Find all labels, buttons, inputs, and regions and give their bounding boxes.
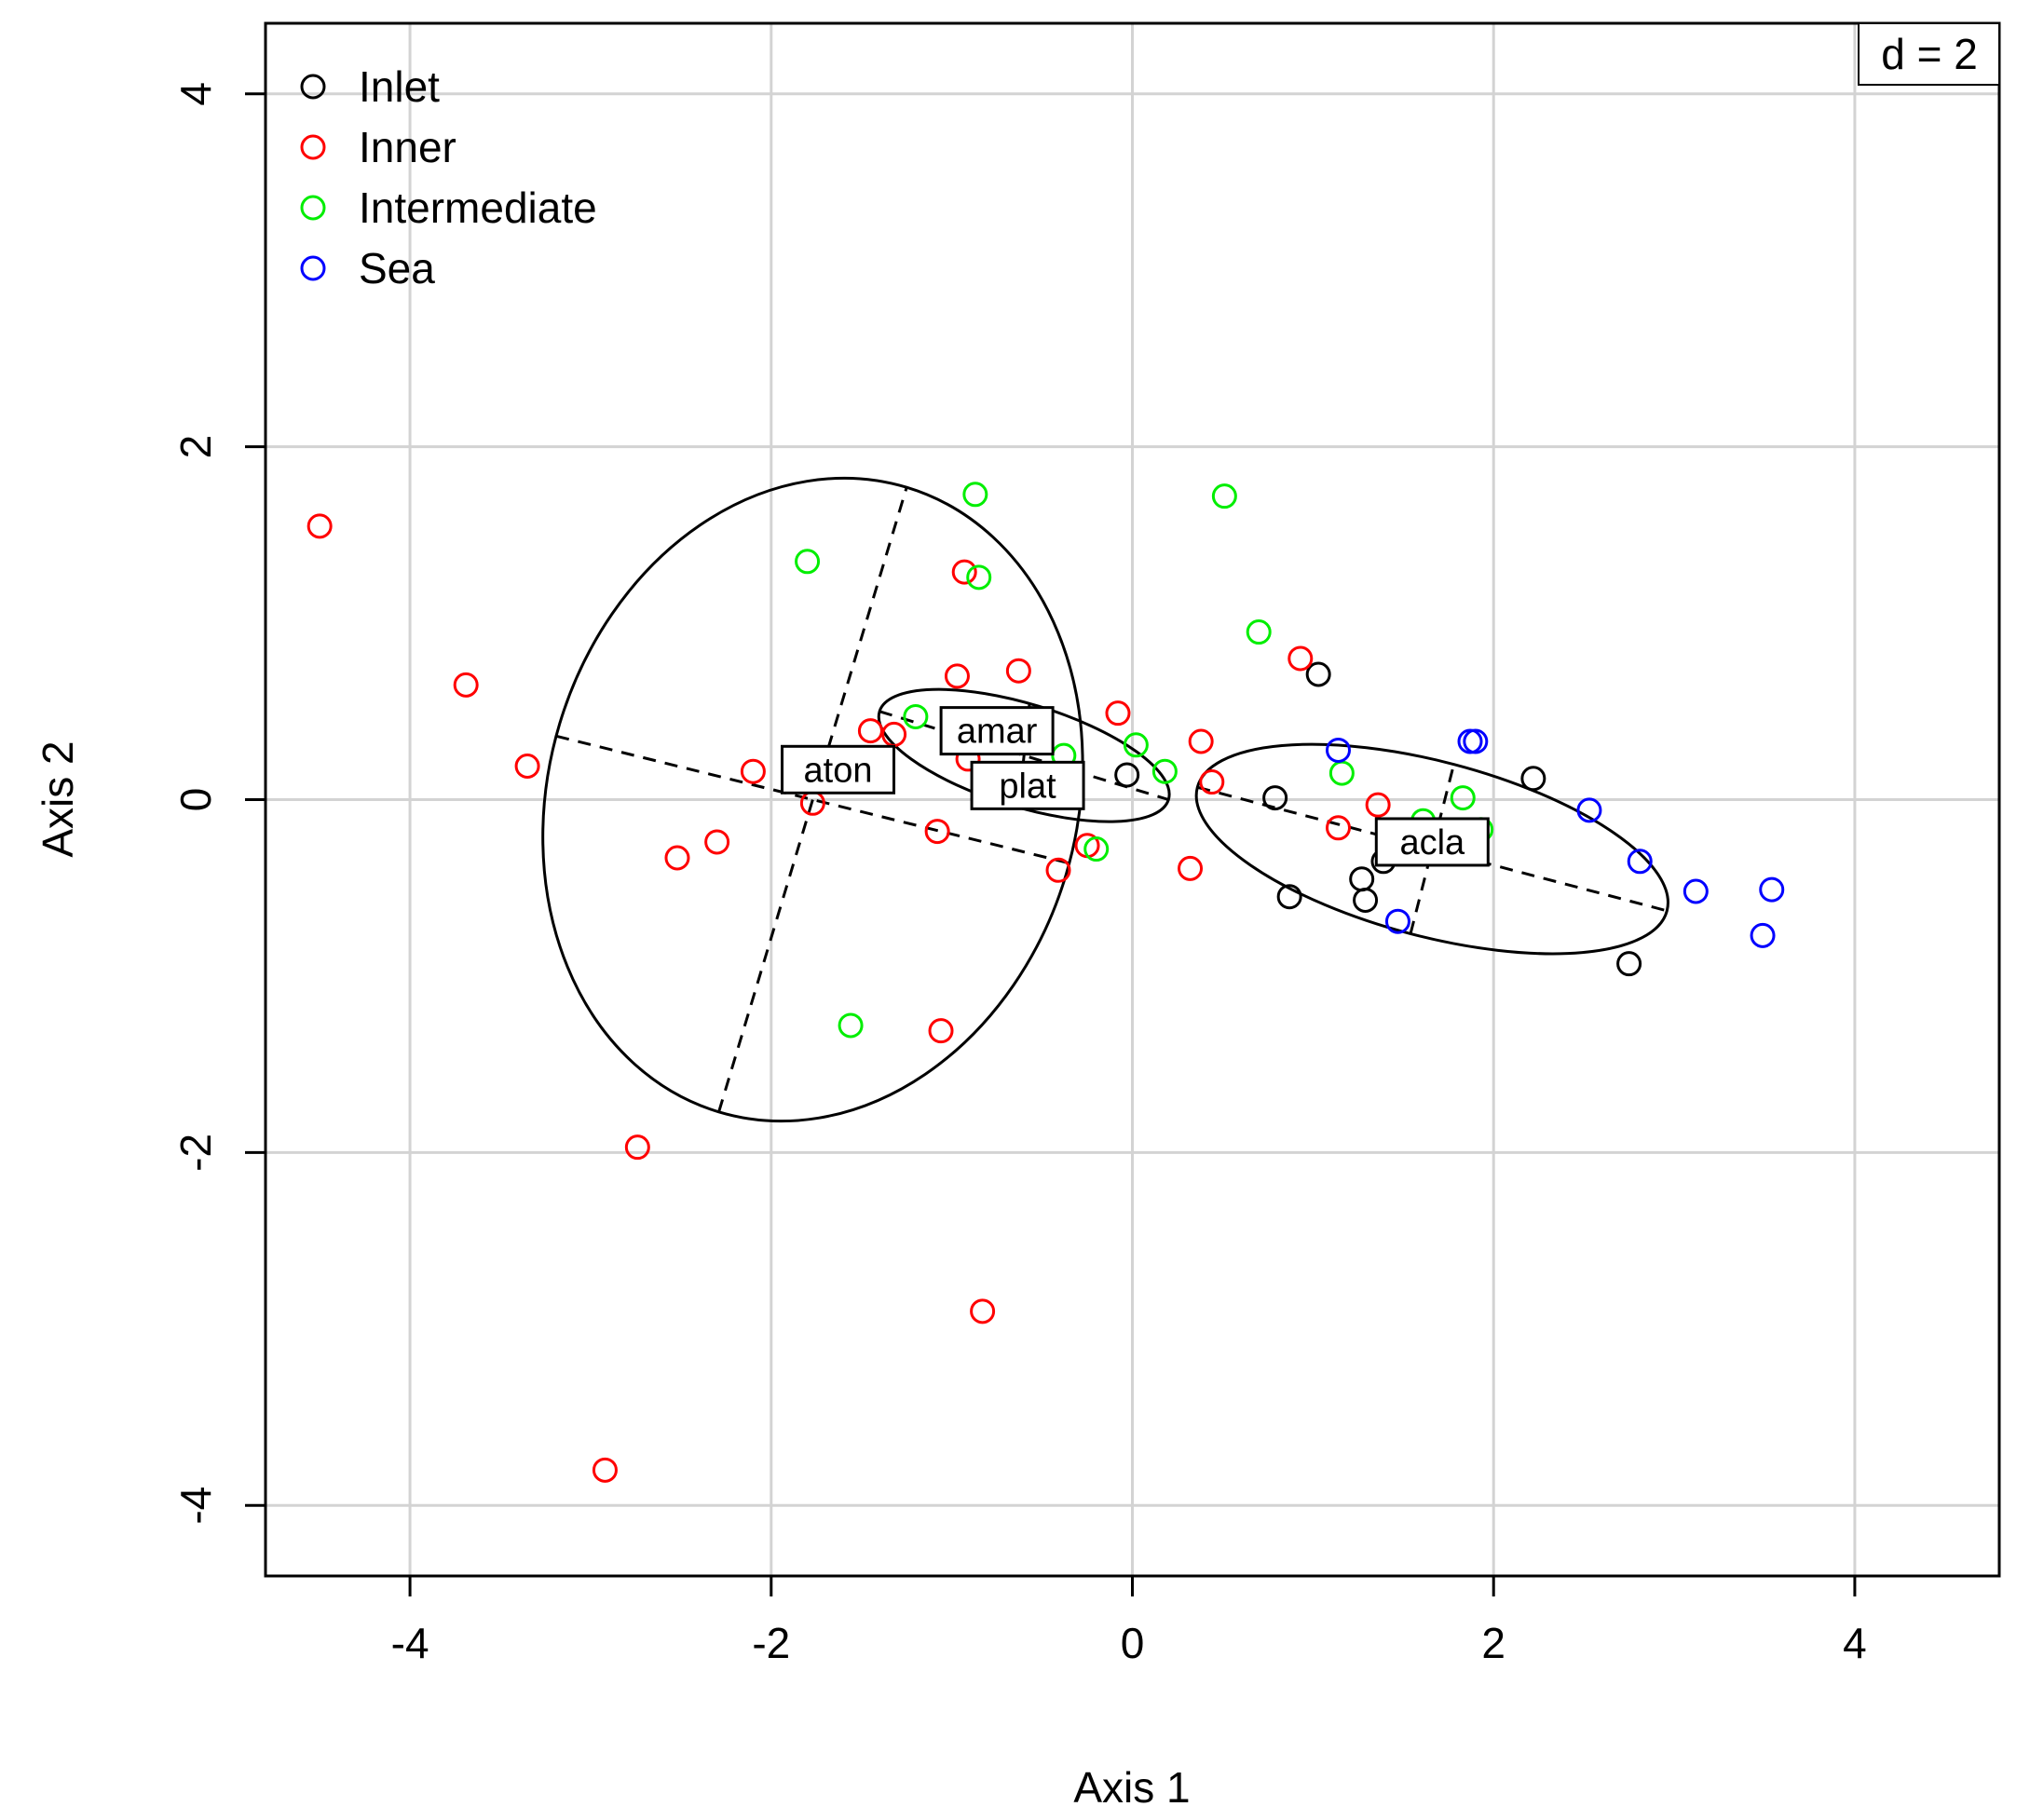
point-sea	[1750, 922, 1776, 948]
label-text-acla: acla	[1399, 823, 1465, 862]
label-box-amar	[939, 706, 1055, 756]
y-tick-label: 0	[171, 788, 220, 812]
point-inner	[704, 829, 730, 855]
point-sea	[1384, 908, 1410, 934]
point-inner	[944, 663, 970, 689]
x-tick-label: 4	[1843, 1619, 1867, 1667]
grid-scale-label: d = 2	[1881, 30, 1978, 78]
label-box-aton	[781, 744, 896, 795]
point-inner	[1325, 815, 1351, 841]
label-text-aton: aton	[804, 751, 873, 790]
y-tick-label: 4	[171, 82, 220, 106]
point-intermediate	[1083, 836, 1110, 862]
point-inner	[664, 845, 690, 871]
point-sea	[1683, 878, 1709, 904]
point-inner	[928, 1018, 954, 1044]
point-sea	[1576, 797, 1602, 823]
point-inner	[592, 1457, 618, 1483]
point-inner	[624, 1134, 650, 1161]
legend-marker-inner	[300, 134, 326, 160]
legend-marker-inlet	[300, 74, 326, 100]
ellipse-major-axis-aton	[717, 486, 908, 1113]
ellipse-major-axis-acla	[1196, 785, 1668, 913]
point-inlet	[1262, 785, 1288, 811]
legend-marker-sea	[300, 255, 326, 281]
x-axis-title: Axis 1	[1073, 1763, 1190, 1812]
point-inner	[740, 758, 766, 784]
y-tick-label: -4	[171, 1487, 220, 1525]
legend-label-sea: Sea	[359, 244, 435, 292]
x-tick-label: -4	[391, 1619, 429, 1667]
point-inlet	[1349, 866, 1375, 892]
point-inlet	[1616, 951, 1642, 977]
ellipse-minor-axis-acla	[1409, 764, 1456, 934]
legend-label-intermediate: Intermediate	[359, 183, 597, 232]
point-inner	[1105, 700, 1131, 727]
y-axis-title: Axis 2	[34, 740, 82, 857]
y-tick-label: 2	[171, 435, 220, 459]
point-inner	[1178, 855, 1204, 881]
point-inner	[857, 718, 883, 744]
point-intermediate	[1211, 483, 1237, 509]
data-points	[307, 482, 1785, 1483]
point-inner	[307, 513, 333, 539]
point-inner	[951, 559, 977, 585]
label-box-plat	[970, 760, 1085, 810]
point-inner	[924, 819, 950, 845]
point-inner	[1005, 658, 1031, 684]
point-sea	[1759, 876, 1785, 903]
point-sea	[1457, 728, 1483, 754]
point-intermediate	[838, 1012, 864, 1039]
point-intermediate	[1123, 732, 1149, 758]
legend: Inlet Inner Intermediate Sea	[300, 62, 597, 292]
point-sea	[1325, 737, 1351, 763]
legend-marker-intermediate	[300, 195, 326, 221]
legend-label-inner: Inner	[359, 123, 456, 171]
point-intermediate	[795, 549, 821, 575]
point-intermediate	[1328, 760, 1355, 786]
legend-label-inlet: Inlet	[359, 62, 440, 111]
point-inner	[1365, 792, 1391, 818]
point-inlet	[1305, 661, 1331, 687]
point-intermediate	[966, 564, 992, 591]
point-inlet	[1520, 766, 1546, 792]
point-inner	[1188, 728, 1214, 754]
x-tick-label: 0	[1121, 1619, 1145, 1667]
x-tick-label: -2	[752, 1619, 790, 1667]
point-intermediate	[1151, 758, 1178, 784]
grid-scale-box: d = 2	[1858, 22, 2000, 86]
label-text-amar: amar	[957, 713, 1038, 752]
axis-ticks: -4 -2 0 2 4 -4 -2 0 2 4	[171, 82, 1867, 1667]
ellipse-minor-axis-amar	[1016, 704, 1031, 808]
point-intermediate	[903, 703, 929, 729]
point-inner	[1199, 769, 1225, 795]
point-inner	[514, 754, 540, 780]
point-inlet	[1276, 884, 1302, 910]
point-sea	[1463, 728, 1489, 754]
y-tick-label: -2	[171, 1134, 220, 1172]
label-text-plat: plat	[999, 767, 1056, 806]
point-intermediate	[962, 482, 988, 508]
x-tick-label: 2	[1481, 1619, 1505, 1667]
point-inner	[970, 1298, 996, 1324]
point-sea	[1627, 849, 1653, 875]
label-box-acla	[1374, 817, 1490, 867]
grid-lines	[266, 23, 1999, 1576]
group-labels: aton amar plat acla	[781, 706, 1490, 867]
point-inlet	[1353, 887, 1379, 913]
point-intermediate	[1450, 785, 1476, 811]
point-inner	[1287, 645, 1314, 672]
point-inlet	[1114, 762, 1140, 788]
point-intermediate	[1246, 619, 1272, 645]
point-inner	[1045, 857, 1071, 883]
point-inner	[453, 672, 479, 698]
